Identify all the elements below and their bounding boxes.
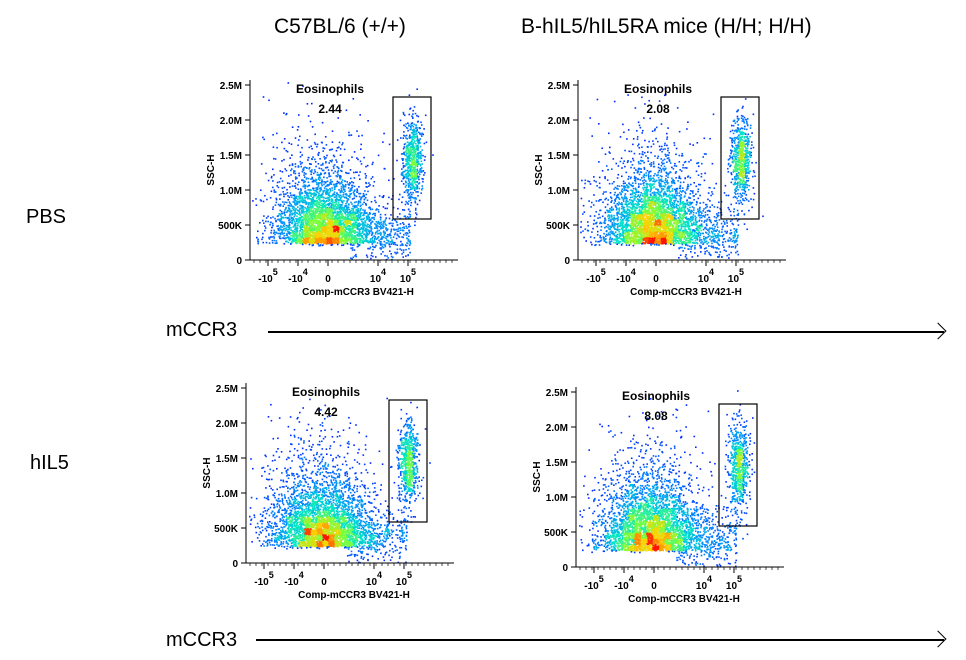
- eosinophil-gate: [392, 96, 432, 220]
- row-label-pbs: PBS: [26, 206, 67, 228]
- x-tick-label: -104: [284, 570, 303, 588]
- eosinophil-gate: [388, 399, 428, 523]
- x-tick-label: -105: [254, 570, 273, 588]
- mccr3-axis-label-top: mCCR3: [166, 319, 238, 341]
- x-tick-label: 0: [325, 274, 331, 285]
- x-tick-label: 0: [321, 577, 327, 588]
- y-tick-label: 2.5M: [546, 388, 568, 399]
- plot-svg: 0 500K 1.0M 1.5M 2.0M 2.5M -105 -104 0 104 105 SSC-…: [206, 80, 458, 298]
- mccr3-arrow-bottom: [256, 639, 944, 641]
- x-tick-label: 104: [698, 267, 714, 285]
- y-tick-label: 1.0M: [216, 489, 238, 500]
- y-tick-label: 1.5M: [220, 151, 242, 162]
- x-tick-label: 105: [726, 574, 742, 592]
- x-tick-label: -104: [616, 267, 635, 285]
- scatter-points: [579, 390, 756, 568]
- y-tick-label: 2.0M: [220, 116, 242, 127]
- x-axis-title: Comp-mCCR3 BV421-H: [298, 590, 410, 601]
- y-tick-label: 1.5M: [216, 454, 238, 465]
- y-tick-label: 500K: [544, 528, 569, 539]
- y-tick-label: 2.0M: [548, 116, 570, 127]
- gate-name: Eosinophils: [624, 82, 692, 96]
- x-tick-label: 105: [400, 267, 416, 285]
- plot-svg: 0 500K 1.0M 1.5M 2.0M 2.5M -105 -104 0 104 105 SSC-…: [532, 387, 784, 605]
- gate-percent: 8.08: [644, 409, 668, 423]
- x-tick-label: -105: [586, 267, 605, 285]
- x-tick-label: 105: [728, 267, 744, 285]
- y-tick-label: 1.0M: [546, 493, 568, 504]
- y-tick-label: 500K: [546, 221, 571, 232]
- x-tick-label: 0: [651, 581, 657, 592]
- x-axis-title: Comp-mCCR3 BV421-H: [628, 594, 740, 605]
- row-label-hil5: hIL5: [30, 452, 69, 474]
- flow-plot-pbs-wildtype: 0 500K 1.0M 1.5M 2.0M 2.5M -105 -104 0 104 105 SSC-…: [200, 75, 458, 298]
- arrow-head-icon: [929, 630, 947, 648]
- y-axis-title: SSC-H: [534, 154, 545, 185]
- plot-svg: 0 500K 1.0M 1.5M 2.0M 2.5M -105 -104 0 104 105 SSC-…: [534, 80, 786, 298]
- x-tick-label: 104: [370, 267, 386, 285]
- column-title-humanized: B-hIL5/hIL5RA mice (H/H; H/H): [521, 15, 812, 38]
- y-tick-label: 0: [232, 559, 238, 570]
- gate-percent: 4.42: [314, 405, 338, 419]
- y-tick-label: 2.5M: [220, 81, 242, 92]
- gate-percent: 2.44: [318, 102, 342, 116]
- y-tick-label: 0: [236, 256, 242, 267]
- y-tick-label: 2.5M: [216, 384, 238, 395]
- arrow-head-icon: [929, 322, 947, 340]
- x-tick-label: 104: [696, 574, 712, 592]
- x-tick-label: 104: [366, 570, 382, 588]
- x-tick-label: -105: [258, 267, 277, 285]
- y-tick-label: 1.5M: [546, 458, 568, 469]
- gate-name: Eosinophils: [296, 82, 364, 96]
- y-axis-title: SSC-H: [532, 461, 543, 492]
- y-tick-label: 1.0M: [220, 186, 242, 197]
- x-tick-label: -104: [614, 574, 633, 592]
- flow-plot-pbs-humanized: 0 500K 1.0M 1.5M 2.0M 2.5M -105 -104 0 104 105 SSC-…: [528, 75, 786, 298]
- scatter-points: [580, 88, 764, 260]
- x-axis-title: Comp-mCCR3 BV421-H: [630, 287, 742, 298]
- y-axis-title: SSC-H: [206, 154, 217, 185]
- y-tick-label: 0: [564, 256, 570, 267]
- mccr3-arrow-top: [268, 331, 944, 333]
- y-tick-label: 1.0M: [548, 186, 570, 197]
- y-axis-title: SSC-H: [202, 457, 213, 488]
- y-tick-label: 0: [562, 563, 568, 574]
- y-tick-label: 2.0M: [216, 419, 238, 430]
- scatter-points: [249, 397, 431, 564]
- gate-percent: 2.08: [646, 102, 670, 116]
- column-title-wildtype: C57BL/6 (+/+): [274, 15, 406, 38]
- x-tick-label: -104: [288, 267, 307, 285]
- gate-name: Eosinophils: [622, 389, 690, 403]
- y-tick-label: 2.0M: [546, 423, 568, 434]
- flow-plot-hil5-wildtype: 0 500K 1.0M 1.5M 2.0M 2.5M -105 -104 0 104 105 SSC-…: [196, 378, 454, 601]
- y-tick-label: 500K: [214, 524, 239, 535]
- plot-svg: 0 500K 1.0M 1.5M 2.0M 2.5M -105 -104 0 104 105 SSC-…: [202, 383, 454, 601]
- y-tick-label: 500K: [218, 221, 243, 232]
- x-tick-label: -105: [584, 574, 603, 592]
- eosinophil-gate: [718, 403, 758, 527]
- x-tick-label: 0: [653, 274, 659, 285]
- x-axis-title: Comp-mCCR3 BV421-H: [302, 287, 414, 298]
- scatter-points: [252, 82, 434, 261]
- eosinophil-gate: [720, 96, 760, 220]
- y-tick-label: 2.5M: [548, 81, 570, 92]
- gate-name: Eosinophils: [292, 385, 360, 399]
- y-tick-label: 1.5M: [548, 151, 570, 162]
- x-tick-label: 105: [396, 570, 412, 588]
- mccr3-axis-label-bottom: mCCR3: [166, 629, 238, 651]
- flow-plot-hil5-humanized: 0 500K 1.0M 1.5M 2.0M 2.5M -105 -104 0 104 105 SSC-…: [526, 382, 784, 605]
